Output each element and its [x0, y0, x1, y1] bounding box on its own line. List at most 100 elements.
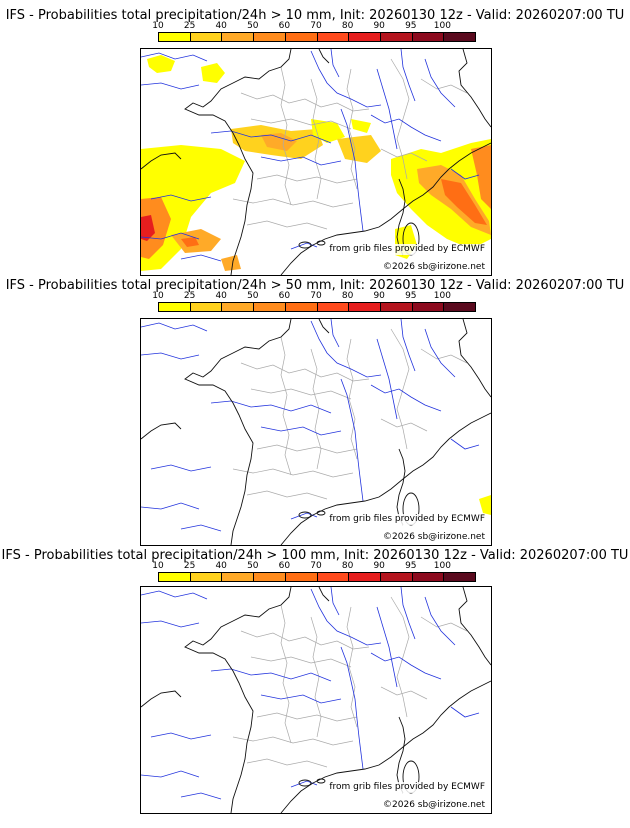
copyright: ©2026 sb@irizone.net: [381, 532, 487, 543]
river: [290, 780, 318, 788]
river: [141, 620, 200, 628]
coastline: [141, 152, 182, 170]
precipitation-area: [147, 55, 175, 73]
coastline: [318, 49, 330, 64]
island: [316, 510, 326, 516]
coastline: [280, 680, 491, 813]
admin-border: [310, 78, 322, 200]
forecast-map[interactable]: from grib files provided by ECMWF ©2026 …: [140, 586, 492, 814]
colorbar-tick-label: 25: [183, 291, 196, 301]
admin-border: [390, 328, 410, 450]
colorbar-tick-label: 80: [341, 561, 354, 571]
colorbar-tick-label: 90: [373, 291, 385, 301]
precipitation-area: [141, 215, 155, 241]
colorbar-segment: [159, 303, 191, 311]
admin-border: [240, 92, 370, 112]
admin-border: [232, 198, 354, 208]
precipitation-area: [201, 63, 225, 83]
river: [180, 254, 222, 262]
colorbar-tick-label: 100: [433, 21, 451, 31]
panel-title: IFS - Probabilities total precipitation/…: [5, 278, 625, 293]
admin-border: [256, 712, 358, 722]
colorbar-segment: [159, 573, 191, 581]
river: [150, 464, 212, 472]
coastline: [141, 422, 182, 440]
admin-border: [250, 388, 352, 400]
colorbar-tick-label: 25: [183, 561, 196, 571]
colorbar-tick-label: 60: [278, 291, 291, 301]
river: [340, 108, 364, 232]
admin-border: [250, 118, 352, 130]
source-credit: from grib files provided by ECMWF: [327, 514, 487, 525]
colorbar-segment: [380, 33, 413, 41]
copyright: ©2026 sb@irizone.net: [381, 262, 487, 273]
precipitation-area: [181, 237, 199, 247]
river: [210, 668, 332, 682]
admin-border: [346, 68, 358, 190]
admin-border: [380, 686, 428, 700]
coastline: [458, 319, 491, 398]
coastline: [458, 49, 491, 128]
island: [316, 778, 326, 784]
colorbar-tick-label: 80: [341, 21, 354, 31]
admin-border: [240, 362, 370, 382]
colorbar-segment: [254, 573, 286, 581]
colorbar-segment: [380, 573, 413, 581]
colorbar-tick-label: 40: [215, 291, 227, 301]
admin-border: [346, 338, 358, 460]
colorbar-segment: [412, 303, 445, 311]
colorbar-ticks: 10 25 40 50 60 70 80 90 95 100: [0, 561, 630, 572]
colorbar-tick-label: 60: [278, 561, 291, 571]
basemap: [141, 49, 491, 275]
colorbar-ticks: 10 25 40 50 60 70 80 90 95 100: [0, 291, 630, 302]
forecast-map[interactable]: from grib files provided by ECMWF ©2026 …: [140, 48, 492, 276]
river: [150, 732, 212, 740]
river: [180, 792, 222, 800]
admin-border: [390, 58, 410, 180]
admin-border: [280, 336, 292, 476]
colorbar-ticks: 10 25 40 50 60 70 80 90 95 100: [0, 21, 630, 32]
colorbar-tick-label: 10: [152, 291, 164, 301]
coastline: [318, 587, 330, 602]
island: [316, 240, 326, 246]
admin-border: [346, 606, 358, 728]
colorbar-segment: [380, 303, 413, 311]
river: [424, 596, 456, 646]
river: [424, 58, 456, 108]
river: [310, 320, 382, 378]
admin-border: [280, 66, 292, 206]
river: [290, 242, 318, 250]
admin-border: [420, 78, 468, 94]
forecast-map[interactable]: from grib files provided by ECMWF ©2026 …: [140, 318, 492, 546]
river: [260, 156, 342, 166]
colorbar-segment: [222, 573, 255, 581]
colorbar: [158, 572, 476, 582]
basemap: [141, 319, 491, 545]
river: [290, 512, 318, 520]
colorbar-tick-label: 50: [247, 561, 259, 571]
precipitation-area: [471, 145, 491, 209]
river: [141, 502, 200, 510]
basemap: [141, 587, 491, 813]
river: [376, 606, 398, 688]
colorbar-tick-label: 95: [405, 561, 417, 571]
coastline: [184, 319, 292, 545]
colorbar-tick-label: 50: [247, 21, 259, 31]
colorbar-tick-label: 10: [152, 21, 164, 31]
colorbar-segment: [190, 303, 223, 311]
colorbar-segment: [317, 33, 350, 41]
island: [298, 511, 312, 519]
colorbar-segment: [317, 303, 350, 311]
river: [450, 168, 480, 180]
colorbar-segment: [285, 33, 318, 41]
colorbar-segment: [159, 33, 191, 41]
panel-100mm: IFS - Probabilities total precipitation/…: [0, 548, 630, 818]
colorbar-tick-label: 70: [310, 561, 322, 571]
colorbar-tick-label: 80: [341, 291, 354, 301]
colorbar-tick-label: 95: [405, 21, 417, 31]
river: [180, 524, 222, 532]
colorbar-tick-label: 10: [152, 561, 164, 571]
colorbar-segment: [254, 303, 286, 311]
colorbar-segment: [190, 33, 223, 41]
precipitation-area: [337, 135, 381, 163]
